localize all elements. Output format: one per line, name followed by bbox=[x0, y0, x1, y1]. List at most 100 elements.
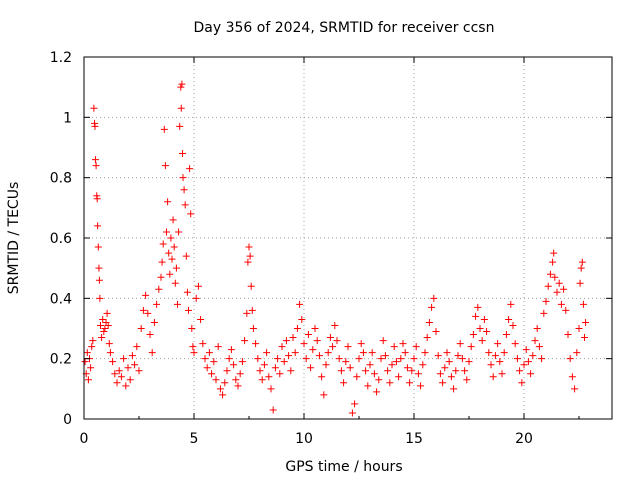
data-point bbox=[263, 349, 271, 357]
data-point bbox=[527, 370, 535, 378]
data-point bbox=[425, 318, 433, 326]
data-point bbox=[248, 306, 256, 314]
data-point bbox=[406, 379, 414, 387]
data-point bbox=[524, 358, 532, 366]
x-tick-label: 0 bbox=[80, 431, 89, 447]
data-point bbox=[549, 258, 557, 266]
data-point bbox=[386, 379, 394, 387]
data-point bbox=[483, 328, 491, 336]
data-point bbox=[289, 334, 297, 342]
data-point bbox=[201, 355, 209, 363]
data-point bbox=[487, 361, 495, 369]
data-point bbox=[531, 337, 539, 345]
data-point bbox=[351, 400, 359, 408]
data-point bbox=[135, 367, 143, 375]
data-point bbox=[509, 321, 517, 329]
data-point bbox=[97, 321, 104, 329]
data-point bbox=[502, 331, 510, 339]
data-point bbox=[307, 364, 315, 372]
data-point bbox=[546, 270, 554, 278]
data-point bbox=[315, 352, 323, 360]
data-point bbox=[223, 367, 231, 375]
data-point bbox=[89, 337, 97, 345]
data-point bbox=[557, 300, 565, 308]
data-point bbox=[122, 382, 130, 390]
data-point bbox=[366, 361, 374, 369]
data-point bbox=[230, 361, 238, 369]
data-point bbox=[417, 382, 425, 390]
data-point bbox=[491, 352, 499, 360]
data-point bbox=[285, 352, 293, 360]
data-point bbox=[579, 300, 587, 308]
data-point bbox=[271, 364, 279, 372]
data-point bbox=[403, 364, 411, 372]
data-point bbox=[165, 249, 173, 257]
data-point bbox=[430, 294, 438, 302]
data-point bbox=[96, 294, 104, 302]
data-point bbox=[535, 343, 543, 351]
data-point bbox=[370, 370, 378, 378]
data-point bbox=[185, 306, 192, 314]
data-point bbox=[124, 364, 132, 372]
data-point bbox=[421, 349, 429, 357]
data-point bbox=[423, 334, 431, 342]
data-point bbox=[199, 340, 207, 348]
data-point bbox=[513, 355, 521, 363]
data-point bbox=[177, 83, 185, 91]
data-point bbox=[568, 373, 576, 381]
data-point bbox=[344, 343, 352, 351]
data-point bbox=[146, 331, 154, 339]
data-point bbox=[84, 376, 92, 384]
data-point bbox=[410, 355, 418, 363]
data-point bbox=[467, 343, 475, 351]
data-point bbox=[461, 367, 469, 375]
data-point bbox=[450, 385, 458, 393]
data-point bbox=[553, 288, 561, 296]
data-point bbox=[373, 388, 381, 396]
data-point bbox=[94, 222, 102, 230]
data-point bbox=[158, 258, 166, 266]
data-point bbox=[313, 337, 321, 345]
data-point bbox=[522, 346, 530, 354]
y-tick-label: 0.4 bbox=[50, 291, 72, 307]
data-point bbox=[265, 373, 273, 381]
data-point bbox=[326, 334, 334, 342]
data-point bbox=[91, 156, 99, 164]
data-point bbox=[447, 373, 455, 381]
data-point bbox=[131, 361, 139, 369]
x-axis-label: GPS time / hours bbox=[285, 459, 402, 475]
data-point bbox=[276, 370, 284, 378]
data-point bbox=[274, 355, 282, 363]
data-point bbox=[260, 361, 268, 369]
data-point bbox=[337, 367, 345, 375]
data-point bbox=[153, 300, 161, 308]
data-point bbox=[254, 355, 262, 363]
data-point bbox=[542, 297, 550, 305]
data-point bbox=[428, 303, 436, 311]
data-point bbox=[434, 352, 442, 360]
data-point bbox=[529, 352, 537, 360]
y-axis-label: SRMTID / TECUs bbox=[6, 182, 22, 295]
data-point bbox=[139, 306, 147, 314]
data-point bbox=[582, 318, 590, 326]
data-point bbox=[377, 355, 385, 363]
data-point bbox=[346, 364, 354, 372]
data-point bbox=[278, 343, 286, 351]
data-point bbox=[186, 165, 194, 173]
data-point bbox=[498, 370, 506, 378]
data-point bbox=[190, 349, 198, 357]
data-point bbox=[576, 279, 584, 287]
data-point bbox=[133, 343, 141, 351]
data-point bbox=[180, 186, 188, 194]
data-point bbox=[93, 195, 101, 203]
data-point bbox=[287, 367, 295, 375]
data-point bbox=[247, 282, 255, 290]
data-point bbox=[302, 355, 310, 363]
x-tick-label: 20 bbox=[515, 431, 533, 447]
data-point bbox=[203, 364, 211, 372]
data-point bbox=[101, 325, 109, 332]
data-point bbox=[577, 264, 585, 272]
data-point bbox=[174, 300, 181, 308]
data-point bbox=[167, 234, 175, 242]
x-tick-label: 15 bbox=[405, 431, 423, 447]
